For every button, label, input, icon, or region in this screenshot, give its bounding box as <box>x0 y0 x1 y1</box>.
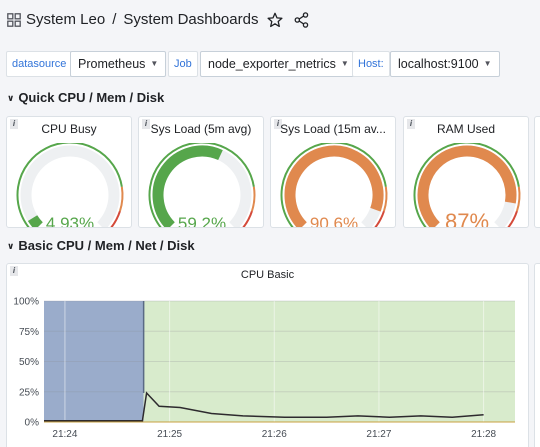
top-bar: System Leo / System Dashboards <box>0 0 540 42</box>
gauge-value: 59.2% <box>178 214 226 228</box>
series-area-green <box>143 301 515 422</box>
gauge-panel-cpu-busy[interactable]: i CPU Busy 4.93% <box>6 116 132 228</box>
gauge-value-arc <box>417 145 517 227</box>
gauge-title: CPU Busy <box>41 122 97 136</box>
gauge-chart: 59.2% <box>148 143 256 228</box>
gauge-value-arc <box>27 215 43 227</box>
host-select[interactable]: localhost:9100 ▼ <box>390 51 500 77</box>
gauge-title: RAM Used <box>436 122 495 136</box>
breadcrumb-separator: / <box>112 11 117 28</box>
y-tick-label: 75% <box>19 327 39 338</box>
chevron-down-icon: ∨ <box>7 241 15 251</box>
panel-edge <box>534 263 540 447</box>
variable-label-datasource: datasource <box>6 51 73 77</box>
info-icon[interactable]: i <box>10 266 18 276</box>
info-icon[interactable]: i <box>142 119 150 129</box>
gauge-chart: 4.93% <box>16 143 124 228</box>
gauge-threshold-orange <box>515 186 521 212</box>
gauge-value: 90.6% <box>310 214 358 228</box>
series-area-blue <box>44 301 144 422</box>
gauge-threshold-orange <box>250 186 256 212</box>
y-tick-label: 100% <box>13 297 39 308</box>
job-value: node_exporter_metrics <box>208 57 336 71</box>
gauge-panel-sys-load-5m[interactable]: i Sys Load (5m avg) 59.2% <box>138 116 264 228</box>
x-tick-label: 21:27 <box>366 429 391 440</box>
gauge-value-arc <box>284 145 384 227</box>
cpu-basic-chart: 100% 75% 50% 25% 0% 21:24 21:25 21:26 21:27 21:28 <box>13 297 515 440</box>
variable-label-job: Job <box>168 51 198 77</box>
chart-title: CPU Basic <box>240 269 295 281</box>
gauge-track <box>20 145 120 227</box>
series-line <box>44 391 484 422</box>
gauge-threshold-green <box>16 143 123 227</box>
star-icon[interactable] <box>267 12 283 28</box>
row-title-basic: Basic CPU / Mem / Net / Disk <box>18 238 195 253</box>
chevron-down-icon: ∨ <box>7 93 15 103</box>
gauge-threshold-red <box>242 210 253 227</box>
row-header-quick[interactable]: ∨ Quick CPU / Mem / Disk <box>7 90 164 105</box>
x-tick-label: 21:28 <box>471 429 496 440</box>
gauge-value-arc <box>152 145 223 227</box>
variable-label-host: Host: <box>352 51 390 77</box>
gauge-panel-sys-load-15m[interactable]: i Sys Load (15m av... 90.6% <box>270 116 396 228</box>
datasource-value: Prometheus <box>78 57 146 71</box>
row-header-basic[interactable]: ∨ Basic CPU / Mem / Net / Disk <box>7 238 195 253</box>
info-icon[interactable]: i <box>407 119 415 129</box>
share-icon[interactable] <box>294 12 309 28</box>
gauge-panel-ram-used[interactable]: i RAM Used 87% <box>403 116 529 228</box>
gauge-threshold-orange <box>382 186 388 212</box>
breadcrumb: System Leo / System Dashboards <box>26 11 258 28</box>
gauge-threshold-red <box>507 210 518 227</box>
folder-link[interactable]: System Leo <box>26 11 106 28</box>
job-select[interactable]: node_exporter_metrics ▼ <box>200 51 357 77</box>
gauge-threshold-red <box>374 210 385 227</box>
gauge-threshold-green <box>413 143 520 227</box>
gauge-chart: 87% <box>413 143 521 228</box>
gauge-value: 4.93% <box>46 214 94 228</box>
chevron-down-icon: ▼ <box>340 59 349 68</box>
gauge-threshold-red <box>110 210 121 227</box>
x-tick-label: 21:25 <box>157 429 182 440</box>
y-tick-label: 25% <box>19 387 39 398</box>
gauge-chart: 90.6% <box>280 143 388 228</box>
gauge-threshold-green <box>280 143 387 227</box>
host-value: localhost:9100 <box>398 57 479 71</box>
dashboard-grid-icon[interactable] <box>7 13 21 27</box>
cpu-basic-panel[interactable]: i CPU Basic 100% 75% 50% 25% 0% 21:24 21:25 21:… <box>6 263 529 447</box>
panel-edge <box>534 116 540 228</box>
row-title-quick: Quick CPU / Mem / Disk <box>18 90 165 105</box>
chevron-down-icon: ▼ <box>150 59 159 68</box>
y-tick-label: 0% <box>25 418 40 429</box>
chevron-down-icon: ▼ <box>483 59 492 68</box>
gauge-threshold-green <box>148 143 255 227</box>
x-tick-label: 21:24 <box>52 429 77 440</box>
dashboard-title[interactable]: System Dashboards <box>123 11 259 28</box>
gauge-value: 87% <box>445 209 489 228</box>
gauge-title: Sys Load (5m avg) <box>150 122 252 136</box>
info-icon[interactable]: i <box>274 119 282 129</box>
y-tick-label: 50% <box>19 357 39 368</box>
x-tick-label: 21:26 <box>262 429 287 440</box>
datasource-select[interactable]: Prometheus ▼ <box>70 51 167 77</box>
info-icon[interactable]: i <box>10 119 18 129</box>
gauge-title: Sys Load (15m av... <box>280 122 386 136</box>
gauge-threshold-orange <box>118 186 124 212</box>
